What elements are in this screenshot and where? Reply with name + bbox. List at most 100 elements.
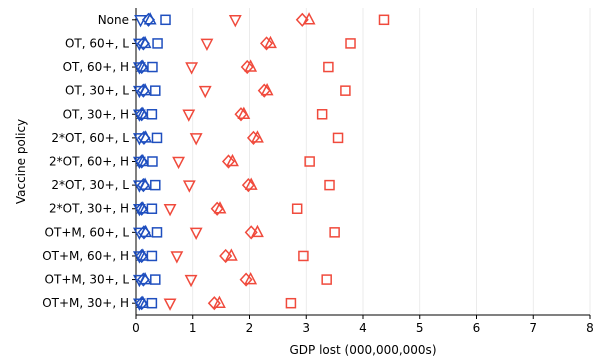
data-point-square (298, 250, 309, 262)
data-point-triangle-up (138, 271, 152, 285)
x-axis-title: GDP lost (000,000,000s) (290, 343, 437, 357)
data-point-triangle-up (136, 201, 150, 214)
data-point-triangle-up (143, 12, 157, 25)
data-point-diamond (240, 59, 254, 75)
y-tick-label: 2*OT, 30+, L (51, 178, 129, 192)
data-point-triangle-up (212, 295, 226, 308)
data-point-diamond (246, 130, 260, 145)
y-tick-label: OT, 60+, H (63, 60, 129, 74)
data-point-square (291, 203, 303, 214)
data-point-triangle-down (182, 180, 196, 193)
data-point-square (151, 132, 163, 144)
data-point-triangle-up (264, 35, 277, 49)
data-point-triangle-up (226, 153, 239, 167)
data-point-triangle-down (163, 203, 177, 217)
data-point-square (146, 203, 158, 214)
data-point-triangle-up (136, 106, 150, 120)
y-tick-label: OT+M, 60+, H (42, 249, 129, 263)
x-tick-label: 3 (302, 321, 310, 335)
data-point-triangle-up (213, 201, 227, 214)
data-point-triangle-up (237, 106, 251, 120)
data-point-square (151, 227, 163, 238)
x-tick-label: 4 (359, 321, 367, 335)
y-tick-label: None (98, 13, 129, 27)
data-point-triangle-down (189, 133, 203, 146)
x-tick-label: 1 (189, 321, 197, 335)
x-tick-label: 7 (529, 321, 537, 335)
x-tick-label: 0 (132, 321, 140, 335)
data-point-square (321, 274, 332, 285)
y-tick-label: OT, 30+, L (65, 84, 129, 98)
data-point-triangle-up (244, 59, 258, 72)
data-point-diamond (221, 154, 236, 169)
data-point-triangle-up (244, 177, 258, 190)
y-tick-label: 2*OT, 60+, L (51, 131, 129, 145)
data-point-triangle-down (170, 251, 184, 264)
data-point-diamond (241, 178, 255, 193)
data-markers (132, 12, 390, 311)
data-point-square (146, 297, 158, 309)
data-point-triangle-up (138, 35, 152, 49)
data-point-diamond (257, 83, 271, 98)
data-point-square (150, 274, 161, 285)
data-point-square (285, 297, 297, 309)
x-tick-label: 2 (246, 321, 254, 335)
data-point-triangle-down (228, 15, 242, 28)
y-tick-label: 2*OT, 60+, H (49, 155, 129, 169)
data-point-triangle-up (302, 12, 316, 25)
data-point-triangle-down (200, 38, 214, 52)
data-point-square (378, 14, 390, 26)
data-point-triangle-down (163, 298, 177, 311)
data-point-square (324, 179, 335, 191)
grid (192, 8, 591, 315)
data-point-triangle-down (189, 227, 203, 240)
y-axis-title: Vaccine policy (14, 119, 28, 204)
data-point-square (147, 156, 158, 167)
y-ticks: None OT, 60+, L OT, 60+, H OT, 30+, L OT, 30… (42, 13, 136, 310)
data-point-triangle-up (136, 153, 150, 167)
data-point-square (329, 227, 340, 238)
data-point-square (323, 61, 334, 73)
y-tick-label: 2*OT, 30+, H (49, 202, 129, 216)
data-point-diamond (234, 107, 248, 122)
y-tick-label: OT+M, 60+, L (45, 225, 130, 239)
x-tick-label: 8 (586, 321, 594, 335)
data-point-square (146, 250, 158, 262)
data-point-square (345, 38, 356, 49)
data-point-square (332, 132, 344, 144)
data-point-triangle-up (244, 271, 258, 285)
data-point-triangle-up (136, 59, 150, 72)
data-point-square (160, 14, 171, 26)
data-point-triangle-up (139, 224, 153, 238)
data-point-triangle-down (182, 109, 196, 122)
data-point-triangle-down (184, 274, 198, 288)
y-tick-label: OT, 30+, H (63, 107, 129, 121)
data-point-triangle-up (136, 295, 150, 308)
data-point-triangle-up (136, 248, 150, 261)
data-point-square (340, 85, 351, 96)
data-point-triangle-down (185, 62, 199, 75)
data-point-square (146, 109, 158, 120)
x-ticks: 0 1 2 3 4 5 6 7 8 (132, 315, 594, 335)
data-point-triangle-down (198, 85, 212, 99)
data-point-diamond (239, 272, 253, 287)
data-point-square (150, 179, 161, 191)
data-point-triangle-up (251, 130, 264, 143)
y-tick-label: OT+M, 30+, L (45, 273, 130, 287)
data-point-triangle-up (138, 177, 152, 190)
data-point-triangle-up (224, 248, 238, 261)
data-point-triangle-up (139, 130, 153, 143)
data-point-triangle-up (138, 83, 152, 96)
data-point-triangle-up (251, 224, 264, 238)
data-point-square (304, 156, 315, 167)
data-point-diamond (210, 201, 224, 216)
data-point-square (147, 61, 158, 73)
data-point-square (152, 38, 163, 49)
data-point-triangle-down (172, 156, 185, 170)
y-tick-label: OT+M, 30+, H (42, 296, 129, 310)
x-tick-label: 5 (416, 321, 424, 335)
x-tick-label: 6 (473, 321, 481, 335)
y-tick-label: OT, 60+, L (65, 36, 129, 50)
